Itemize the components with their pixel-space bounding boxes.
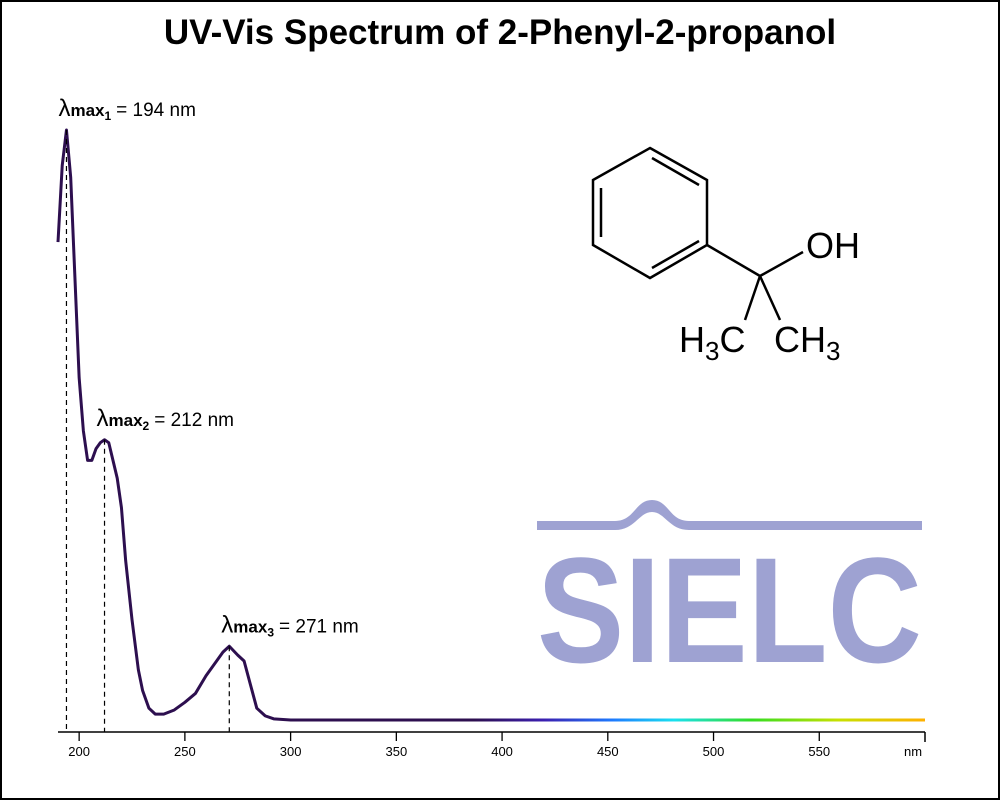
watermark-logo: SIELC [537,500,922,694]
bond [743,275,762,321]
double-bond [651,156,700,187]
atom-label-sub: 3 [826,336,840,366]
atom-label-part: C [719,319,745,360]
peak-label: λmax1 = 194 nm [58,95,195,123]
atom-label-part: CH [774,319,826,360]
bond [758,275,782,321]
x-tick-label: 350 [385,744,407,759]
x-tick-label: 550 [808,744,830,759]
x-tick-label: 250 [174,744,196,759]
x-tick-label: 450 [597,744,619,759]
peak-label-text: = 271 nm [279,616,359,637]
x-tick-label: 200 [68,744,90,759]
atom-label: H3C [679,319,745,366]
peak-label-sub: max [233,617,268,636]
peak-label-symbol: λ [58,95,70,122]
peak-label-index: 1 [104,109,111,123]
double-bond [651,239,700,270]
peak-label-text: = 212 nm [154,410,234,431]
peak-label-index: 2 [143,419,150,433]
spectrum-line [56,128,925,722]
logo-wave [537,500,922,530]
atom-label: CH3 [774,319,840,366]
x-tick-label: 400 [491,744,513,759]
peak-label-sub: max [109,411,144,430]
peak-label-sub: max [70,101,105,120]
peak-label-symbol: λ [221,611,233,638]
x-tick-label: 500 [703,744,725,759]
chart-title: UV-Vis Spectrum of 2-Phenyl-2-propanol [164,13,836,52]
atom-label: OH [806,225,860,266]
benzene-ring [591,146,709,280]
peak-label: λmax3 = 271 nm [221,611,358,639]
peak-label-text: = 194 nm [116,100,196,121]
atom-label-sub: 3 [705,336,719,366]
bond [759,250,804,278]
x-axis-label: nm [904,744,922,759]
bond [706,243,761,278]
x-tick-label: 300 [280,744,302,759]
peak-label-symbol: λ [97,405,109,432]
logo-text: SIELC [537,526,922,694]
peak-label: λmax2 = 212 nm [97,405,234,433]
molecule [591,146,804,321]
peak-label-index: 3 [267,625,274,639]
atom-label-part: H [679,319,705,360]
